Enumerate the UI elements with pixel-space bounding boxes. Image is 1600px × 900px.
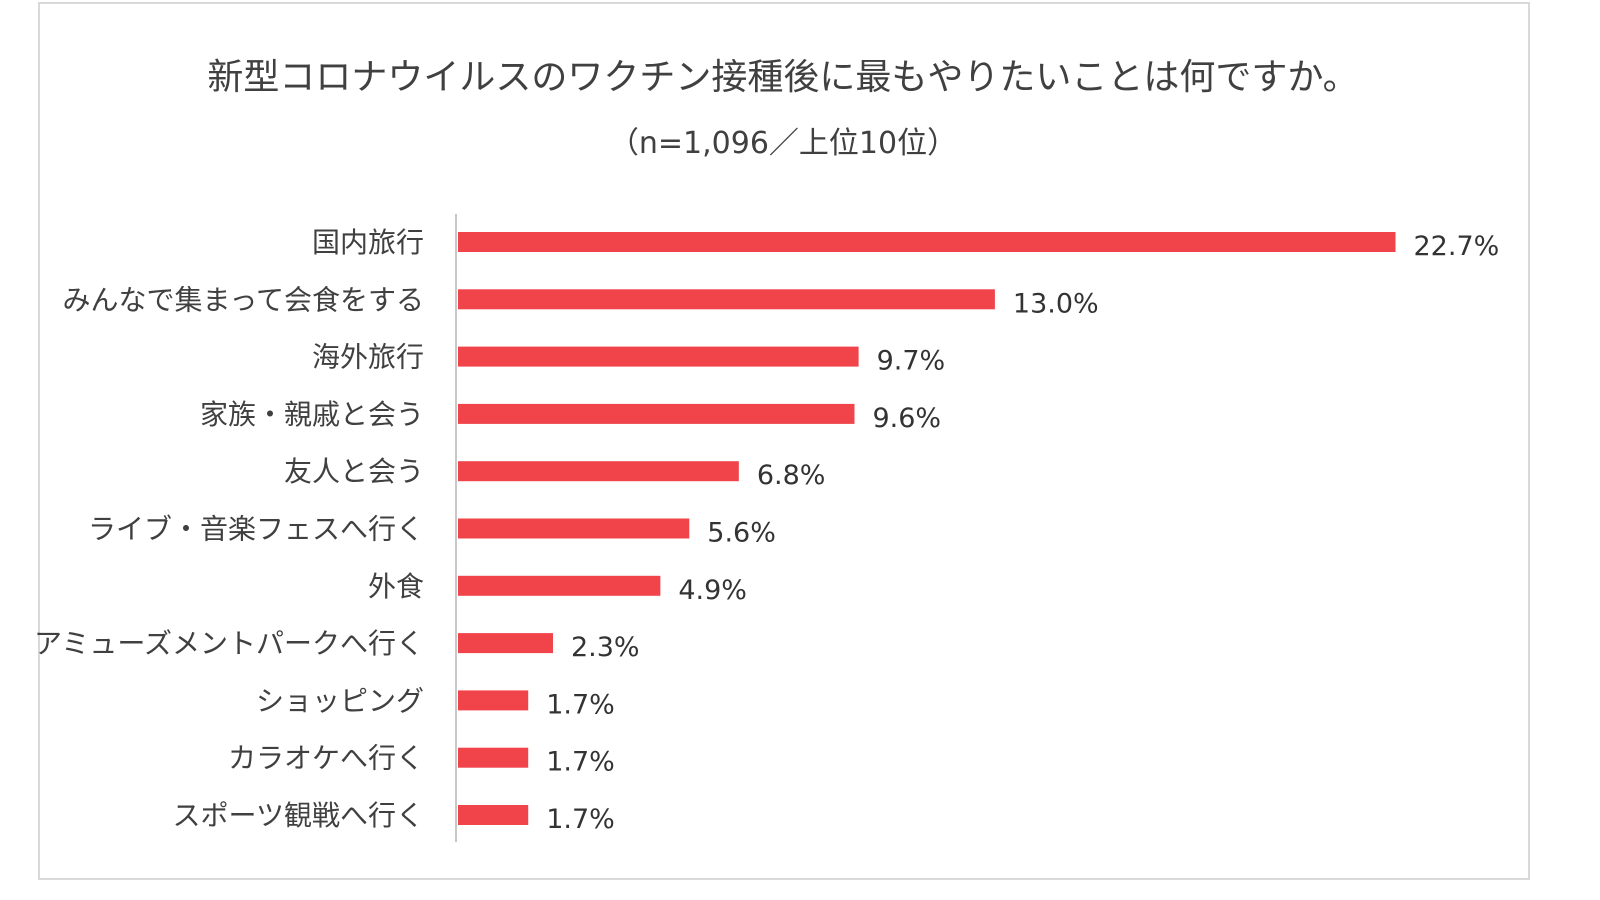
category-label: ショッピング — [256, 684, 424, 717]
data-label: 1.7% — [546, 689, 615, 720]
bar — [458, 518, 690, 539]
category-label: ライブ・音楽フェスへ行く — [88, 513, 424, 546]
bar — [458, 403, 855, 424]
category-label: 国内旅行 — [312, 226, 424, 259]
data-label: 5.6% — [707, 518, 776, 549]
bar — [458, 633, 553, 654]
category-label: 友人と会う — [284, 455, 424, 488]
category-label: 海外旅行 — [312, 341, 424, 374]
bar — [458, 289, 995, 310]
category-label: みんなで集まって会食をする — [63, 283, 424, 316]
chart-subtitle: （n=1,096／上位10位） — [608, 126, 958, 161]
data-label: 13.0% — [1013, 288, 1099, 319]
data-label: 1.7% — [546, 804, 615, 835]
category-label: 家族・親戚と会う — [200, 398, 424, 431]
data-label: 4.9% — [678, 575, 747, 606]
chart-frame — [38, 2, 1530, 880]
data-label: 6.8% — [757, 460, 826, 491]
category-label: カラオケへ行く — [228, 742, 424, 775]
bar — [458, 690, 529, 711]
category-label: スポーツ観戦へ行く — [173, 799, 424, 832]
bar — [458, 747, 529, 768]
chart-title: 新型コロナウイルスのワクチン接種後に最もやりたいことは何ですか。 — [207, 57, 1359, 98]
category-label: アミューズメントパークへ行く — [34, 627, 424, 660]
bar — [458, 346, 859, 367]
bar — [458, 805, 529, 825]
bar — [458, 461, 739, 482]
data-label: 2.3% — [571, 632, 640, 663]
data-label: 22.7% — [1414, 231, 1500, 262]
bar — [458, 575, 661, 596]
data-label: 1.7% — [546, 747, 615, 778]
bar — [458, 232, 1396, 252]
data-label: 9.7% — [877, 346, 946, 377]
data-label: 9.6% — [872, 403, 941, 434]
category-label: 外食 — [368, 570, 424, 603]
